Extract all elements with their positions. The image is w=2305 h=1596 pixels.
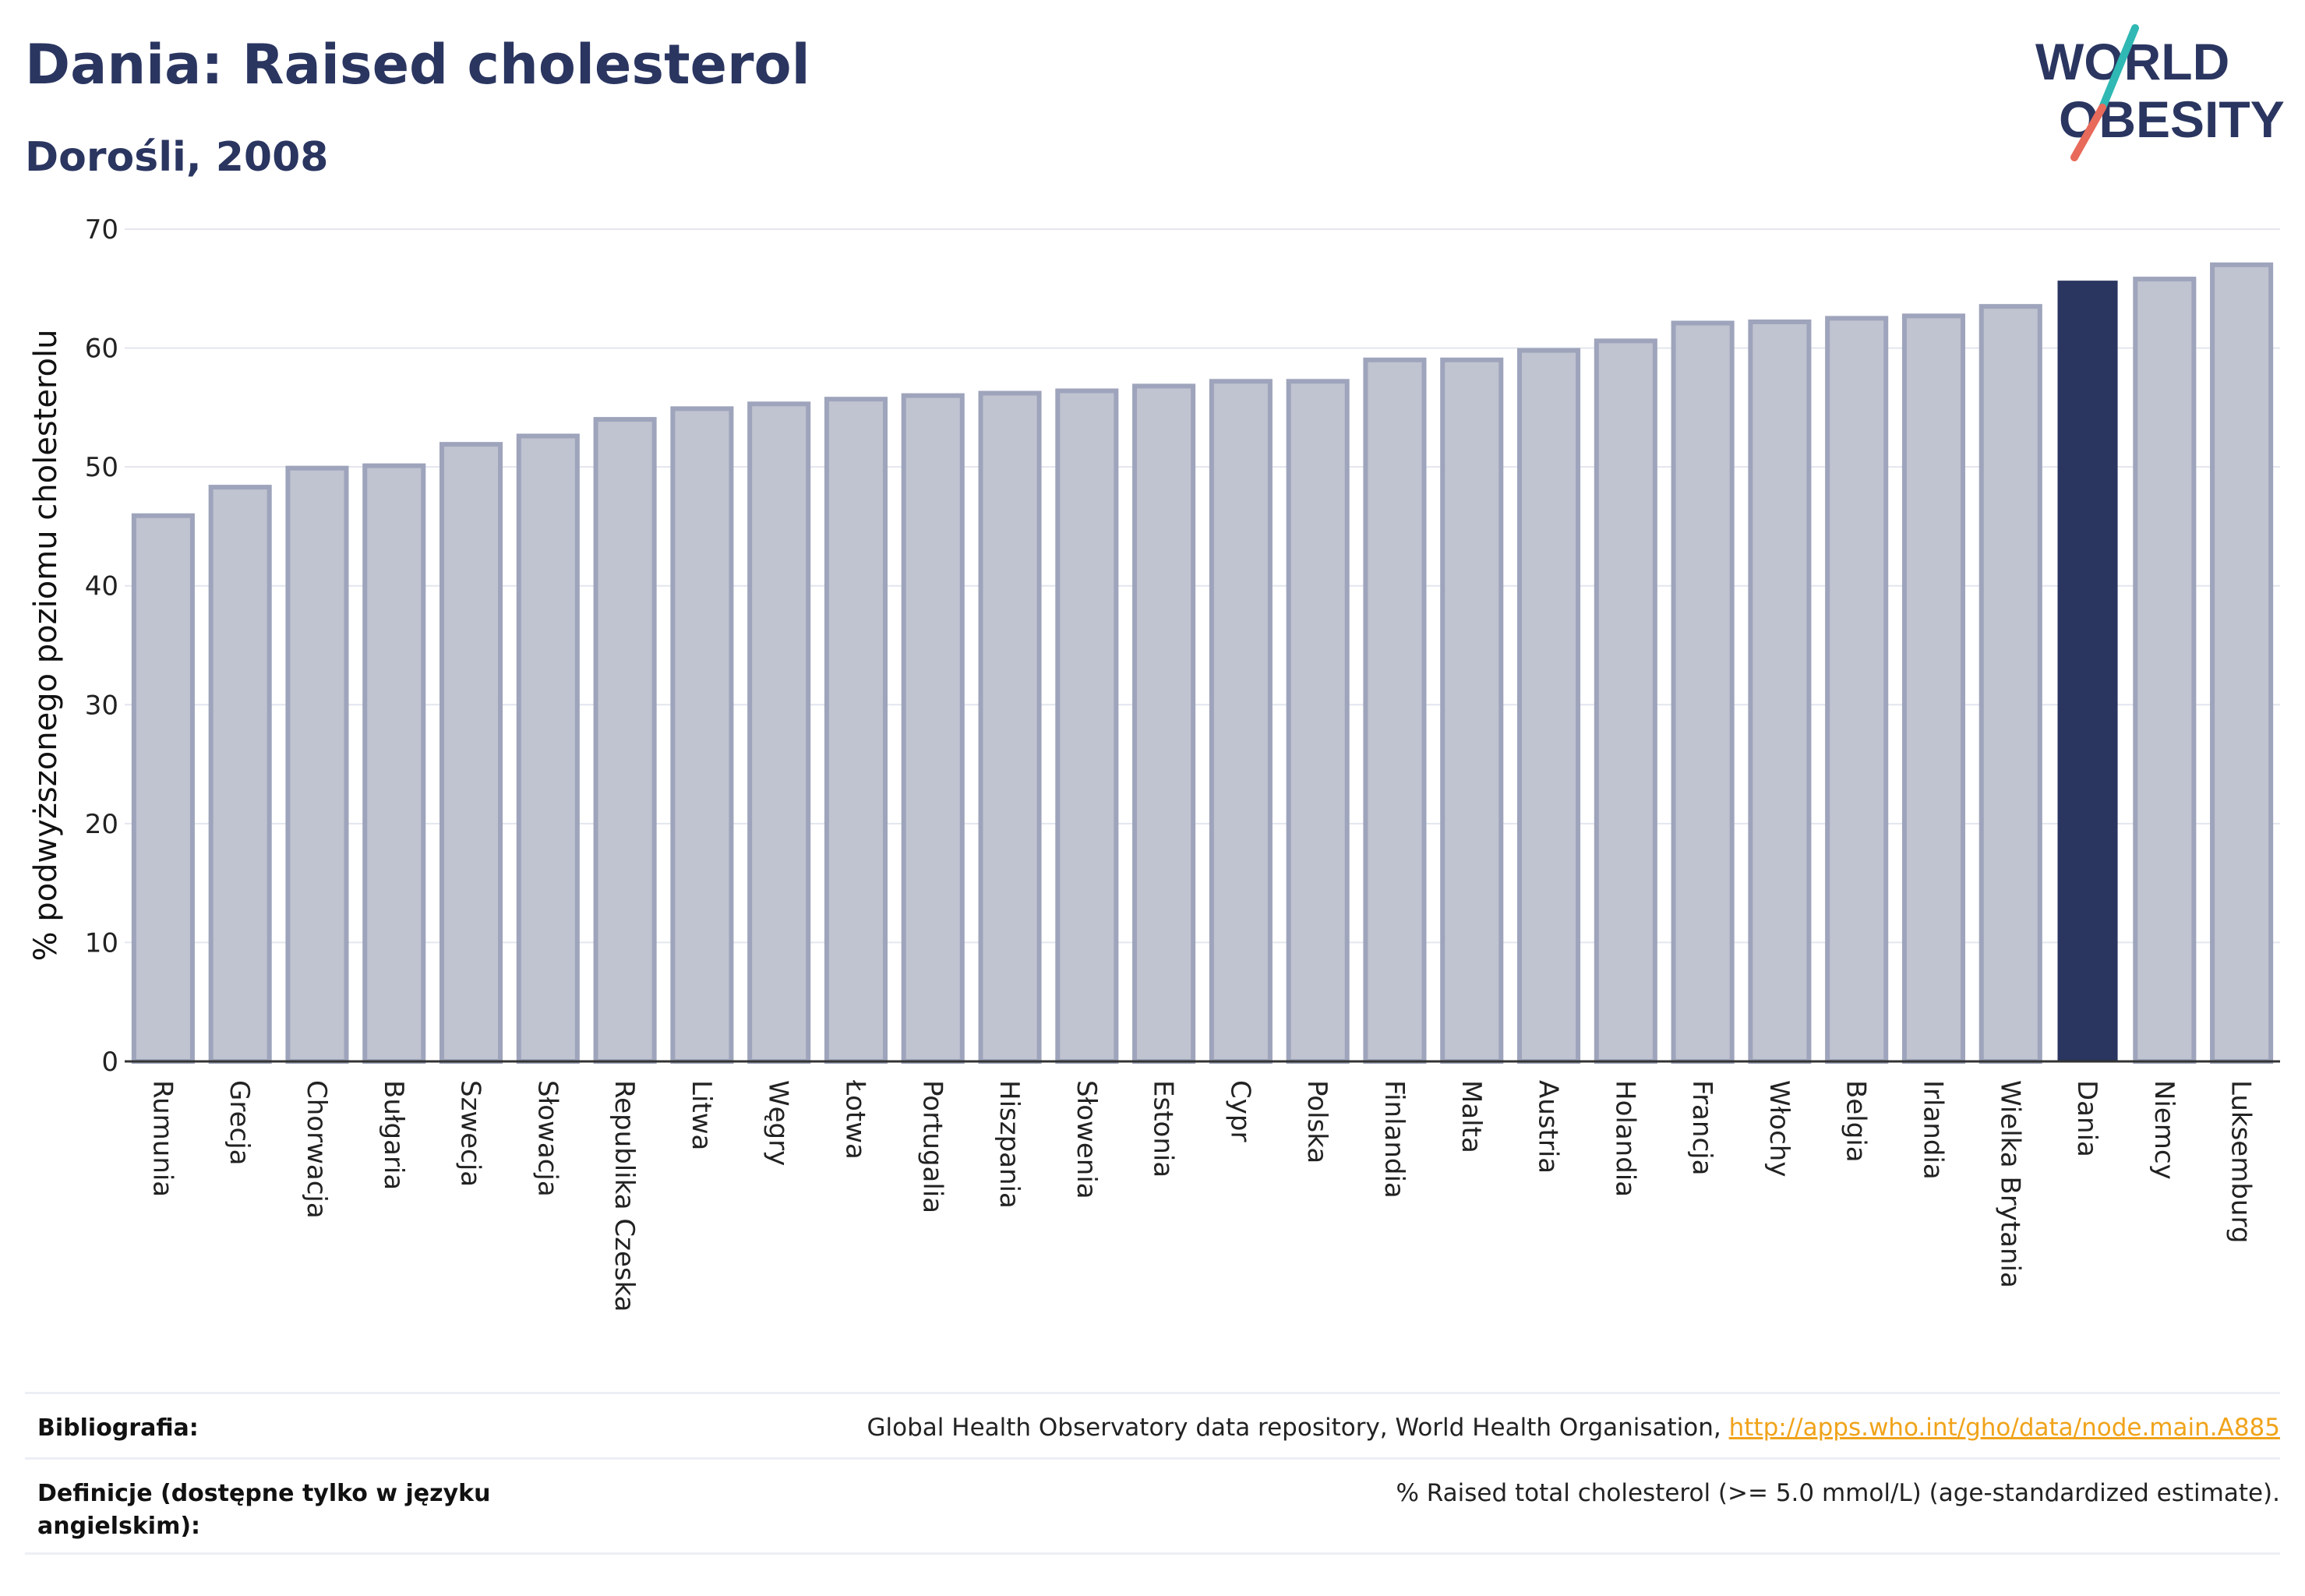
bar [1286,379,1350,1064]
x-tick-label: Włochy [1763,1080,1795,1177]
x-tick-label: Francja [1686,1080,1717,1175]
bar [439,442,503,1064]
bar [824,397,888,1064]
y-tick-label: 30 [85,690,118,721]
x-tick-label: Węgry [763,1080,794,1166]
bar [1594,338,1657,1065]
bar [131,513,195,1064]
x-tick-label: Finlandia [1378,1080,1410,1199]
y-tick-label: 60 [85,334,118,365]
x-tick-label: Austria [1533,1080,1564,1174]
bar-highlight [2057,281,2118,1063]
x-tick-label: Wielka Brytania [1994,1080,2025,1288]
x-tick-label: Litwa [686,1080,717,1150]
bar [1132,383,1196,1064]
bar [1671,320,1735,1064]
y-tick-label: 10 [85,927,118,959]
x-tick-label: Cypr [1224,1080,1255,1142]
bar [1901,313,1966,1064]
x-tick-label: Słowacja [531,1080,563,1197]
x-tick-label: Luksemburg [2226,1080,2257,1243]
x-tick-label: Rumunia [146,1080,178,1197]
bar [1055,388,1119,1064]
bar-chart: 0 10 20 30 40 50 60 70 % podwyższonego poziomu c… [28,214,2280,1312]
y-tick-label: 40 [85,571,118,602]
x-tick-label: Estonia [1148,1080,1179,1178]
footer-divider-top [25,1392,2280,1394]
definitions-label: Definicje (dostępne tylko w języku angie… [37,1480,491,1540]
chart-subtitle: Dorośli, 2008 [25,134,329,181]
bar [362,463,426,1064]
y-axis-title: % podwyższonego poziomu cholesterolu [28,330,64,962]
definitions-text: % Raised total cholesterol (>= 5.0 mmol/… [1396,1479,2280,1507]
bar [593,417,657,1064]
x-tick-label: Chorwacja [301,1080,332,1219]
x-tick-label: Polska [1301,1080,1333,1163]
bar [978,390,1042,1064]
bar [901,393,965,1065]
bar [1209,379,1273,1064]
bibliography-link[interactable]: http://apps.who.int/gho/data/node.main.A… [1728,1414,2280,1442]
bar [2133,277,2197,1064]
footer-divider-bottom [25,1552,2280,1555]
x-tick-label: Belgia [1841,1080,1872,1163]
bar [670,406,734,1064]
bar [2210,262,2274,1064]
x-tick-label: Republika Czeska [609,1080,640,1312]
x-tick-label: Szwecja [455,1080,486,1187]
x-tick-label: Malta [1456,1080,1487,1153]
logo-slash-coral [2070,104,2106,161]
x-tick-label: Portugalia [916,1080,948,1213]
bar [1978,304,2042,1064]
world-obesity-logo: WORLD OBESITY [2035,24,2285,161]
x-tick-label: Bułgaria [378,1080,409,1190]
bar [1825,316,1889,1064]
footer-divider-middle [25,1457,2280,1460]
x-tick-label: Dania [2071,1080,2102,1157]
bibliography-text: Global Health Observatory data repositor… [867,1414,2280,1442]
x-tick-label: Łotwa [839,1079,870,1160]
x-tick-label: Irlandia [1917,1080,1948,1180]
bar [285,465,349,1064]
x-tick-label: Hiszpania [994,1080,1025,1209]
bar [1516,348,1581,1064]
x-tick-label: Niemcy [2148,1080,2180,1180]
logo-slash-teal [2099,24,2139,111]
bibliography-source: Global Health Observatory data repositor… [867,1414,1729,1442]
chart-title: Dania: Raised cholesterol [25,33,810,97]
bar [208,485,272,1064]
y-tick-label: 50 [85,452,118,483]
bibliography-label: Bibliografia: [37,1414,199,1442]
bar [1748,320,1812,1064]
bar [747,401,811,1064]
x-tick-label: Holandia [1609,1080,1640,1197]
y-tick-label: 70 [85,214,118,245]
x-tick-label: Słowenia [1071,1080,1102,1199]
bar [516,433,580,1064]
y-tick-label: 0 [101,1047,118,1078]
bar [1440,357,1504,1065]
x-tick-label: Grecja [224,1080,255,1165]
y-tick-label: 20 [85,809,118,840]
bar [1363,357,1427,1065]
